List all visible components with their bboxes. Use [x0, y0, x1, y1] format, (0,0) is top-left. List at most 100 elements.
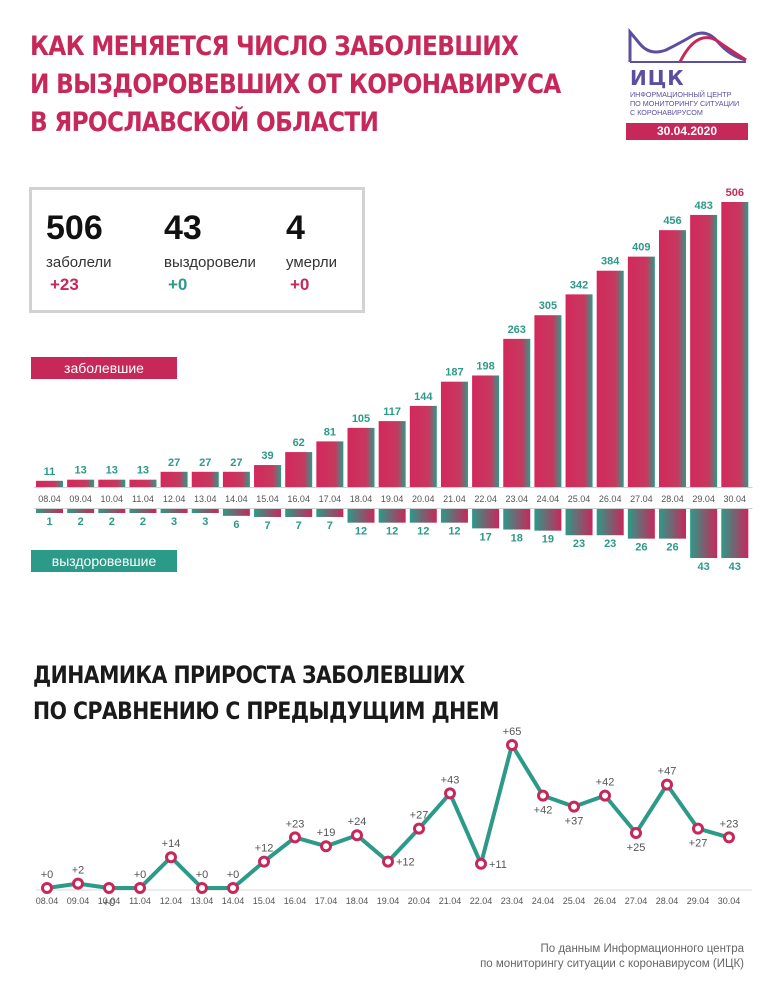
cases-bar [254, 465, 282, 487]
recovered-bar [285, 509, 313, 517]
recovered-bar [659, 509, 686, 539]
recovered-value-label: 6 [233, 519, 239, 531]
date-tick-label: 19.04 [377, 896, 400, 906]
date-tick-label: 11.04 [129, 896, 151, 906]
date-tick-label: 23.04 [501, 896, 524, 906]
stat-value: 4 [286, 209, 305, 247]
logo-subtitle-line: с коронавирусом [630, 108, 703, 117]
recovered-value-label: 18 [511, 533, 523, 545]
cases-value-label: 27 [199, 457, 211, 469]
recovered-value-label: 7 [327, 520, 333, 532]
cases-bar [378, 421, 406, 487]
stat-label: умерли [286, 254, 337, 271]
recovered-bar [596, 509, 624, 536]
stat-delta: +23 [50, 275, 79, 294]
cases-bar [285, 452, 313, 487]
date-tick-label: 14.04 [225, 494, 248, 504]
growth-value-label: +2 [72, 865, 85, 877]
date-tick-label: 21.04 [443, 494, 466, 504]
date-tick-label: 25.04 [563, 896, 586, 906]
recovered-bar [129, 509, 157, 513]
cases-value-label: 13 [137, 465, 149, 477]
recovered-bar [627, 509, 655, 539]
date-tick-label: 10.04 [98, 896, 121, 906]
date-tick-label: 26.04 [594, 896, 617, 906]
cases-value-label: 105 [352, 413, 370, 425]
growth-point [630, 827, 642, 839]
growth-value-label: +23 [286, 818, 305, 830]
growth-point [134, 882, 146, 894]
growth-point [599, 789, 611, 802]
cases-value-label: 13 [106, 465, 118, 477]
growth-chart-title: Динамика прироста заболевших по сравнени… [33, 657, 499, 729]
heading-line: по сравнению с предыдущим днем [33, 697, 499, 725]
date-tick-label: 08.04 [38, 494, 61, 504]
date-tick-label: 19.04 [381, 494, 404, 504]
title-line: Как меняется число заболевших [30, 31, 519, 62]
recovered-bar [409, 509, 437, 523]
date-tick-label: 15.04 [256, 494, 279, 504]
cases-bar [316, 441, 344, 487]
recovered-value-label: 7 [296, 520, 302, 532]
date-tick-label: 17.04 [315, 896, 338, 906]
cases-bar [721, 202, 749, 487]
report-date: 30.04.2020 [626, 123, 748, 140]
cases-value-label: 409 [632, 242, 650, 254]
growth-date-axis: 08.04 09.04 10.04 11.04 12.04 13.04 14.04 15.04… [36, 896, 741, 906]
source-note: По данным Информационного центра по мони… [480, 942, 744, 972]
cases-value-label: 342 [570, 279, 588, 291]
date-tick-label: 11.04 [132, 494, 154, 504]
recovered-value-label: 2 [109, 516, 115, 528]
title-line: в Ярославской области [30, 107, 379, 138]
cases-value-label: 39 [261, 450, 273, 462]
stat-label: заболели [46, 254, 112, 271]
growth-point [568, 800, 580, 813]
recovered-value-label: 43 [729, 561, 741, 573]
cases-value-label: 27 [168, 457, 180, 469]
recovered-bar [503, 509, 531, 530]
page-title: Как меняется число заболевших и выздоров… [30, 28, 561, 142]
date-tick-label: 27.04 [625, 896, 648, 906]
recovered-value-label: 19 [542, 534, 554, 546]
recovered-bar [316, 509, 344, 517]
cases-bar [565, 294, 593, 487]
source-line: по мониторингу ситуации с коронавирусом … [480, 958, 744, 970]
date-tick-label: 12.04 [160, 896, 183, 906]
cases-bar [472, 375, 500, 487]
recovered-bar [98, 509, 126, 513]
cases-bar [36, 480, 63, 487]
growth-point [475, 857, 487, 870]
growth-point [382, 855, 394, 868]
cases-bar [67, 479, 95, 487]
growth-value-label: +42 [596, 777, 615, 789]
growth-point [72, 877, 84, 890]
recovered-bar [534, 509, 562, 531]
recovered-value-label: 26 [635, 542, 647, 554]
growth-point [227, 882, 239, 894]
date-tick-label: 30.04 [724, 494, 747, 504]
stat-value: 43 [164, 209, 202, 247]
growth-point [444, 787, 456, 800]
logo-name: ИЦК [630, 66, 685, 90]
stat-value: 506 [46, 209, 103, 247]
logo-subtitle-line: по мониторингу ситуации [630, 99, 740, 108]
cases-bar [534, 315, 562, 487]
recovered-value-label: 17 [479, 531, 491, 543]
growth-value-label: +42 [534, 805, 553, 817]
recovered-value-label: 43 [698, 561, 710, 573]
growth-value-label: +23 [720, 818, 739, 830]
cases-bar [222, 471, 250, 487]
growth-value-label: +0 [103, 897, 116, 909]
recovered-bar [472, 509, 500, 529]
date-tick-label: 16.04 [284, 896, 307, 906]
date-tick-label: 29.04 [687, 896, 710, 906]
date-tick-label: 14.04 [222, 896, 245, 906]
cases-bar [440, 381, 468, 487]
cases-bar [129, 479, 157, 487]
growth-value-label: +11 [489, 859, 507, 871]
stats-box: 506 заболели +23 43 выздоровели +0 4 уме… [29, 187, 365, 313]
recovered-value-label: 7 [264, 520, 270, 532]
growth-point [258, 855, 270, 868]
growth-labels: +0 +2 +0 +0 +14 +0 +0 +12 +23 +19 +24 +12 +27 +43 +11 +… [41, 726, 739, 909]
growth-point [289, 831, 301, 844]
